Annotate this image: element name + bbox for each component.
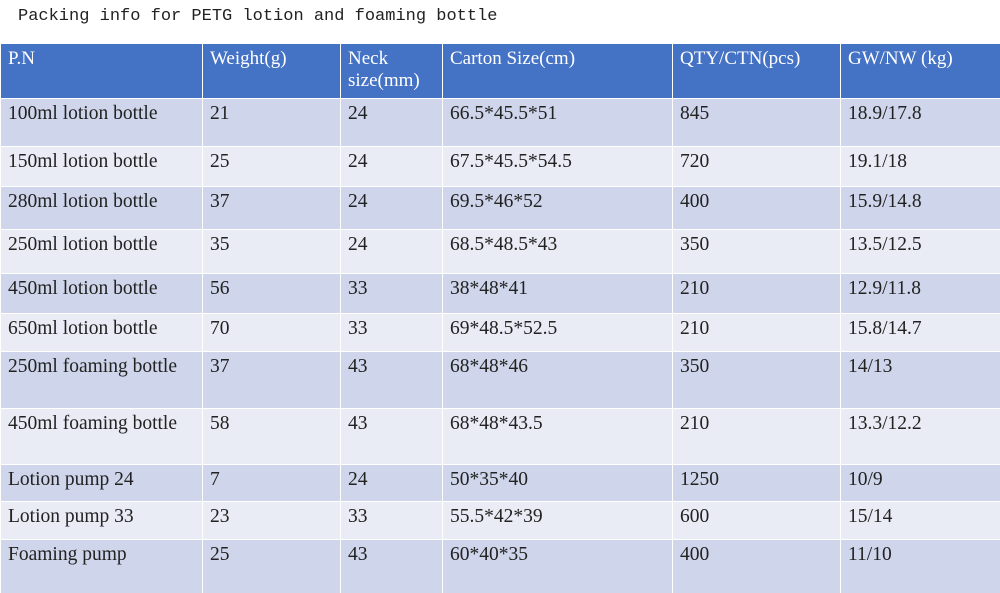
table-cell: Lotion pump 24 — [0, 464, 203, 502]
table-cell: 55.5*42*39 — [442, 501, 673, 540]
table-cell: 15.9/14.8 — [840, 186, 1000, 230]
table-row: Lotion pump 24 7 24 50*35*40 1250 10/9 — [0, 464, 1000, 502]
table-cell: 37 — [202, 351, 341, 409]
table-cell: 24 — [340, 464, 443, 502]
table-cell: 650ml lotion bottle — [0, 313, 203, 352]
table-cell: Lotion pump 33 — [0, 501, 203, 540]
header-cell: P.N — [0, 43, 203, 99]
table-cell: 1250 — [672, 464, 841, 502]
table-cell: 24 — [340, 186, 443, 230]
table-row: 250ml lotion bottle 35 24 68.5*48.5*43 350 13… — [0, 229, 1000, 274]
table-cell: 68.5*48.5*43 — [442, 229, 673, 274]
table-body: 100ml lotion bottle 21 24 66.5*45.5*51 845 18… — [0, 98, 1000, 593]
table-cell: 69.5*46*52 — [442, 186, 673, 230]
table-cell: 210 — [672, 313, 841, 352]
table-cell: 10/9 — [840, 464, 1000, 502]
table-cell: 35 — [202, 229, 341, 274]
table-cell: 15.8/14.7 — [840, 313, 1000, 352]
table-cell: 50*35*40 — [442, 464, 673, 502]
table-cell: 14/13 — [840, 351, 1000, 409]
table-cell: 24 — [340, 229, 443, 274]
table-cell: 210 — [672, 408, 841, 465]
table-cell: 56 — [202, 273, 341, 314]
table-row: 650ml lotion bottle 70 33 69*48.5*52.5 210 15… — [0, 313, 1000, 352]
table-cell: 450ml foaming bottle — [0, 408, 203, 465]
table-cell: 68*48*46 — [442, 351, 673, 409]
table-cell: 18.9/17.8 — [840, 98, 1000, 147]
table-cell: Foaming pump — [0, 539, 203, 593]
table-cell: 845 — [672, 98, 841, 147]
table-cell: 70 — [202, 313, 341, 352]
table-cell: 24 — [340, 98, 443, 147]
table-cell: 250ml foaming bottle — [0, 351, 203, 409]
table-cell: 12.9/11.8 — [840, 273, 1000, 314]
header-cell: QTY/CTN(pcs) — [672, 43, 841, 99]
header-row: P.N Weight(g) Neck size(mm) Carton Size(cm)… — [0, 43, 1000, 99]
table-cell: 210 — [672, 273, 841, 314]
table-cell: 24 — [340, 146, 443, 187]
table-cell: 69*48.5*52.5 — [442, 313, 673, 352]
table-cell: 23 — [202, 501, 341, 540]
table-cell: 250ml lotion bottle — [0, 229, 203, 274]
table-cell: 68*48*43.5 — [442, 408, 673, 465]
table-cell: 400 — [672, 539, 841, 593]
table-row: 100ml lotion bottle 21 24 66.5*45.5*51 845 18… — [0, 98, 1000, 147]
table-cell: 37 — [202, 186, 341, 230]
table-cell: 400 — [672, 186, 841, 230]
table-cell: 150ml lotion bottle — [0, 146, 203, 187]
table-cell: 66.5*45.5*51 — [442, 98, 673, 147]
table-cell: 58 — [202, 408, 341, 465]
table-cell: 38*48*41 — [442, 273, 673, 314]
table-cell: 13.3/12.2 — [840, 408, 1000, 465]
table-cell: 60*40*35 — [442, 539, 673, 593]
table-row: 280ml lotion bottle 37 24 69.5*46*52 400 15.9… — [0, 186, 1000, 230]
table-row: Lotion pump 33 23 33 55.5*42*39 600 15/14 — [0, 501, 1000, 540]
table-cell: 15/14 — [840, 501, 1000, 540]
table-cell: 350 — [672, 229, 841, 274]
table-cell: 43 — [340, 539, 443, 593]
table-cell: 25 — [202, 539, 341, 593]
table-cell: 21 — [202, 98, 341, 147]
table-row: 150ml lotion bottle 25 24 67.5*45.5*54.5 720… — [0, 146, 1000, 187]
header-cell: GW/NW (kg) — [840, 43, 1000, 99]
table-cell: 33 — [340, 313, 443, 352]
table-cell: 600 — [672, 501, 841, 540]
table-cell: 43 — [340, 351, 443, 409]
table-cell: 13.5/12.5 — [840, 229, 1000, 274]
table-cell: 280ml lotion bottle — [0, 186, 203, 230]
table-cell: 7 — [202, 464, 341, 502]
header-cell: Neck size(mm) — [340, 43, 443, 99]
table-cell: 33 — [340, 501, 443, 540]
table-row: Foaming pump 25 43 60*40*35 400 11/10 — [0, 539, 1000, 593]
table-cell: 25 — [202, 146, 341, 187]
table-cell: 350 — [672, 351, 841, 409]
table-cell: 450ml lotion bottle — [0, 273, 203, 314]
header-cell: Carton Size(cm) — [442, 43, 673, 99]
table-cell: 43 — [340, 408, 443, 465]
table-row: 250ml foaming bottle 37 43 68*48*46 350 14/13 — [0, 351, 1000, 409]
table-cell: 100ml lotion bottle — [0, 98, 203, 147]
table-cell: 19.1/18 — [840, 146, 1000, 187]
table-row: 450ml lotion bottle 56 33 38*48*41 210 12.9/1… — [0, 273, 1000, 314]
table-cell: 67.5*45.5*54.5 — [442, 146, 673, 187]
packing-table: P.N Weight(g) Neck size(mm) Carton Size(cm)… — [0, 43, 1000, 593]
table-row: 450ml foaming bottle 58 43 68*48*43.5 210 13.… — [0, 408, 1000, 465]
table-cell: 33 — [340, 273, 443, 314]
table-cell: 720 — [672, 146, 841, 187]
header-cell: Weight(g) — [202, 43, 341, 99]
table-cell: 11/10 — [840, 539, 1000, 593]
page-title: Packing info for PETG lotion and foaming… — [18, 7, 498, 26]
